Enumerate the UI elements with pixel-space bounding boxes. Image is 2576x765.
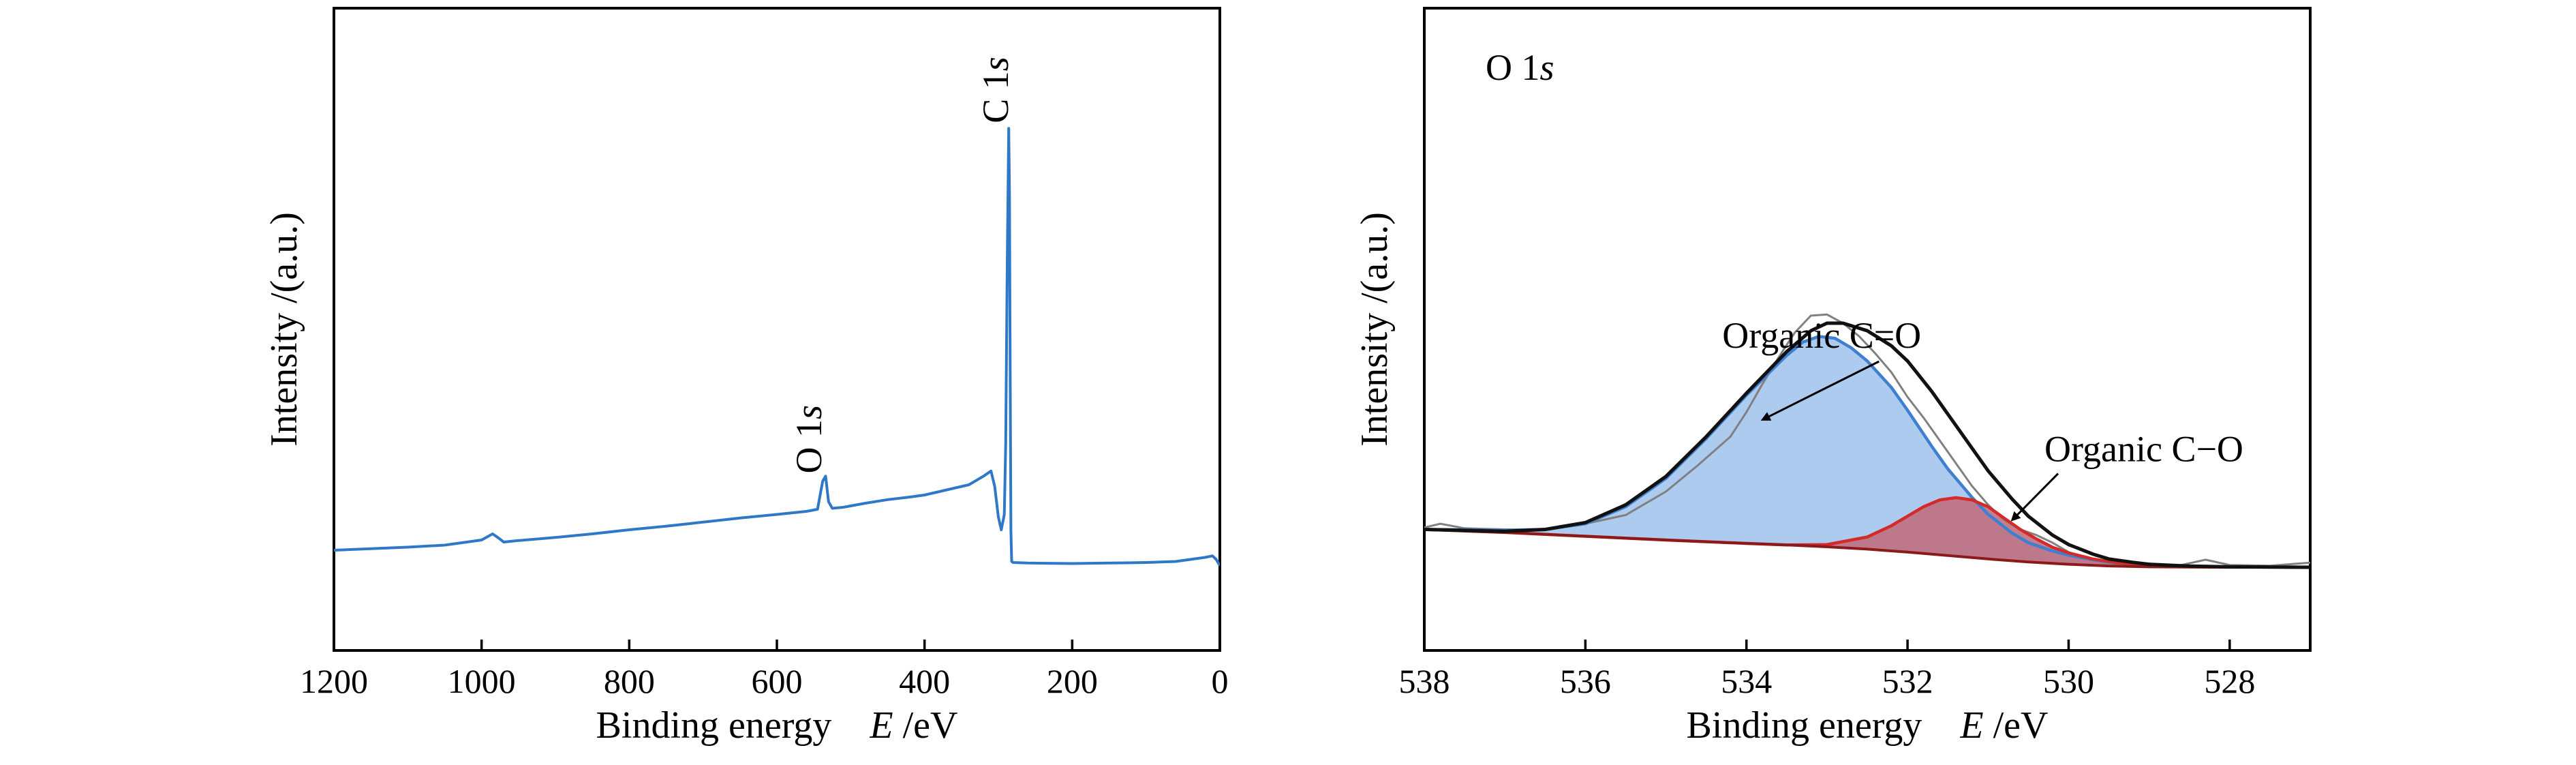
- x-tick-label: 532: [1882, 662, 1933, 700]
- annotation-arrow: [2010, 472, 2059, 522]
- plot-area: Organic C=O Organic C−O: [1424, 313, 2310, 569]
- peak-label: C 1s: [975, 57, 1016, 123]
- annotation-arrow: [1760, 360, 1880, 421]
- panel-title: O 1s: [1486, 47, 1554, 88]
- plot-area: O 1s C 1s: [334, 57, 1220, 567]
- organic-c-o-double-fill: [1424, 336, 2310, 567]
- envelope-line: [1424, 321, 2310, 569]
- background-line: [1424, 528, 2310, 569]
- chart-panel-1: 1200 1000 800 600 400 200 0 Binding energy E /e…: [263, 7, 1229, 747]
- x-tick-label: 530: [2043, 662, 2094, 700]
- x-tick-label: 1200: [300, 662, 368, 700]
- x-axis-title: Binding energy E /eV: [1687, 704, 2049, 747]
- x-tick-label: 0: [1212, 662, 1229, 700]
- component-label: Organic C−O: [2044, 429, 2243, 470]
- x-axis-title: Binding energy E /eV: [596, 704, 958, 747]
- x-tick-label: 528: [2204, 662, 2255, 700]
- x-tick-label: 534: [1721, 662, 1772, 700]
- x-tick-label: 536: [1560, 662, 1611, 700]
- y-axis-title: Intensity /(a.u.): [1353, 212, 1396, 447]
- y-axis-title: Intensity /(a.u.): [263, 212, 305, 447]
- peak-label: O 1s: [788, 405, 829, 474]
- x-tick-label: 1000: [448, 662, 516, 700]
- chart-panel-2: 538 536 534 532 530 528 Binding energy E /eV In…: [1353, 7, 2312, 747]
- x-tick-label: 400: [899, 662, 950, 700]
- plot-frame: [333, 7, 1221, 652]
- x-tick-label: 800: [604, 662, 655, 700]
- x-tick-label: 538: [1399, 662, 1450, 700]
- plot-frame: [1423, 7, 2312, 652]
- x-tick-label: 200: [1047, 662, 1098, 700]
- component-label: Organic C=O: [1722, 315, 1921, 356]
- x-tick-label: 600: [752, 662, 803, 700]
- survey-spectrum-line: [334, 127, 1220, 567]
